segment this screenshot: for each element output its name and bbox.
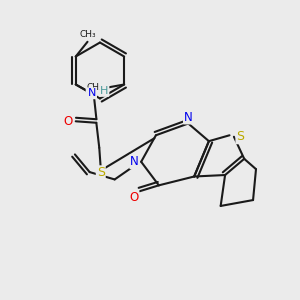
Text: S: S <box>97 166 105 179</box>
Text: CH₃: CH₃ <box>86 83 103 92</box>
Text: CH₃: CH₃ <box>79 30 96 39</box>
Text: O: O <box>64 115 73 128</box>
Text: N: N <box>88 88 96 98</box>
Text: N: N <box>130 155 139 168</box>
Text: O: O <box>129 190 138 204</box>
Text: S: S <box>236 130 244 143</box>
Text: H: H <box>100 86 109 96</box>
Text: N: N <box>184 110 193 124</box>
